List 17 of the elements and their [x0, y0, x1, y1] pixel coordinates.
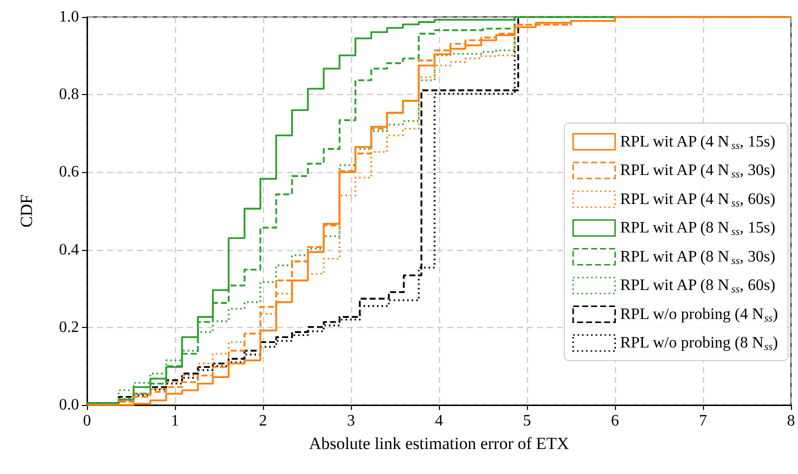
y-tick-label: 0.2 — [59, 318, 79, 336]
y-tick-label: 0.4 — [59, 241, 79, 258]
y-tick-label: 1.0 — [59, 8, 79, 26]
x-tick-label: 4 — [435, 412, 443, 430]
x-tick-label: 0 — [83, 412, 91, 430]
x-tick-label: 7 — [699, 412, 707, 430]
x-tick-label: 2 — [259, 412, 267, 430]
x-tick-label: 5 — [523, 412, 531, 430]
y-tick-label: 0.6 — [59, 164, 79, 181]
y-axis-title: CDF — [17, 194, 36, 228]
y-tick-label: 0.8 — [59, 86, 79, 104]
y-tick-label: 0.0 — [59, 396, 79, 414]
x-tick-label: 8 — [787, 412, 795, 430]
x-axis-title: Absolute link estimation error of ETX — [308, 434, 570, 453]
x-tick-label: 6 — [611, 412, 619, 430]
x-tick-label: 1 — [171, 412, 179, 430]
x-tick-label: 3 — [347, 412, 355, 430]
